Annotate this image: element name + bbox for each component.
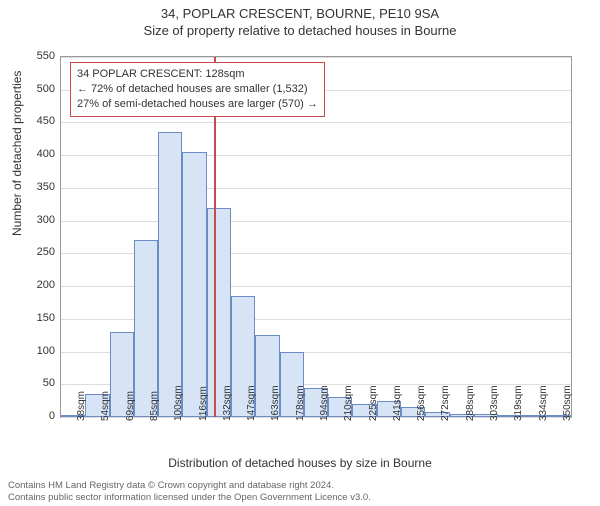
footer-line1: Contains HM Land Registry data © Crown c… [8,480,371,491]
chart-area: 34 POPLAR CRESCENT: 128sqm ← 72% of deta… [60,56,570,416]
xtick-label: 272sqm [440,385,451,421]
xtick-label: 319sqm [513,385,524,421]
xtick-label: 350sqm [562,385,573,421]
xtick-label: 147sqm [246,385,257,421]
ytick-label: 0 [15,410,55,422]
xtick-label: 69sqm [125,391,136,421]
footer-line2: Contains public sector information licen… [8,492,371,503]
ytick-label: 200 [15,279,55,291]
xtick-label: 54sqm [100,391,111,421]
ytick-label: 550 [15,50,55,62]
xtick-label: 178sqm [295,385,306,421]
annotation-line2: ← 72% of detached houses are smaller (1,… [77,82,318,97]
x-axis-label: Distribution of detached houses by size … [0,456,600,470]
xtick-label: 256sqm [416,385,427,421]
xtick-label: 85sqm [149,391,160,421]
gridline [61,57,571,58]
gridline [61,188,571,189]
annotation-line3: 27% of semi-detached houses are larger (… [77,97,318,112]
xtick-label: 334sqm [538,385,549,421]
xtick-label: 100sqm [173,385,184,421]
xtick-label: 194sqm [319,385,330,421]
ytick-label: 300 [15,214,55,226]
xtick-label: 38sqm [76,391,87,421]
xtick-label: 116sqm [198,386,209,421]
ytick-label: 350 [15,181,55,193]
ytick-label: 400 [15,148,55,160]
ytick-label: 500 [15,83,55,95]
ytick-label: 50 [15,377,55,389]
ytick-label: 250 [15,246,55,258]
gridline [61,221,571,222]
xtick-label: 303sqm [489,385,500,421]
chart-subtitle: Size of property relative to detached ho… [0,23,600,38]
annotation-box: 34 POPLAR CRESCENT: 128sqm ← 72% of deta… [70,62,325,117]
ytick-label: 150 [15,312,55,324]
xtick-label: 225sqm [368,385,379,421]
xtick-label: 210sqm [343,385,354,421]
ytick-label: 450 [15,115,55,127]
annotation-line1: 34 POPLAR CRESCENT: 128sqm [77,67,318,82]
gridline [61,155,571,156]
xtick-label: 241sqm [392,385,403,421]
ytick-label: 100 [15,345,55,357]
xtick-label: 288sqm [465,385,476,421]
histogram-bar [158,132,182,417]
histogram-bar [182,152,206,417]
chart-title: 34, POPLAR CRESCENT, BOURNE, PE10 9SA [0,6,600,21]
gridline [61,122,571,123]
xtick-label: 132sqm [222,385,233,421]
xtick-label: 163sqm [270,385,281,421]
